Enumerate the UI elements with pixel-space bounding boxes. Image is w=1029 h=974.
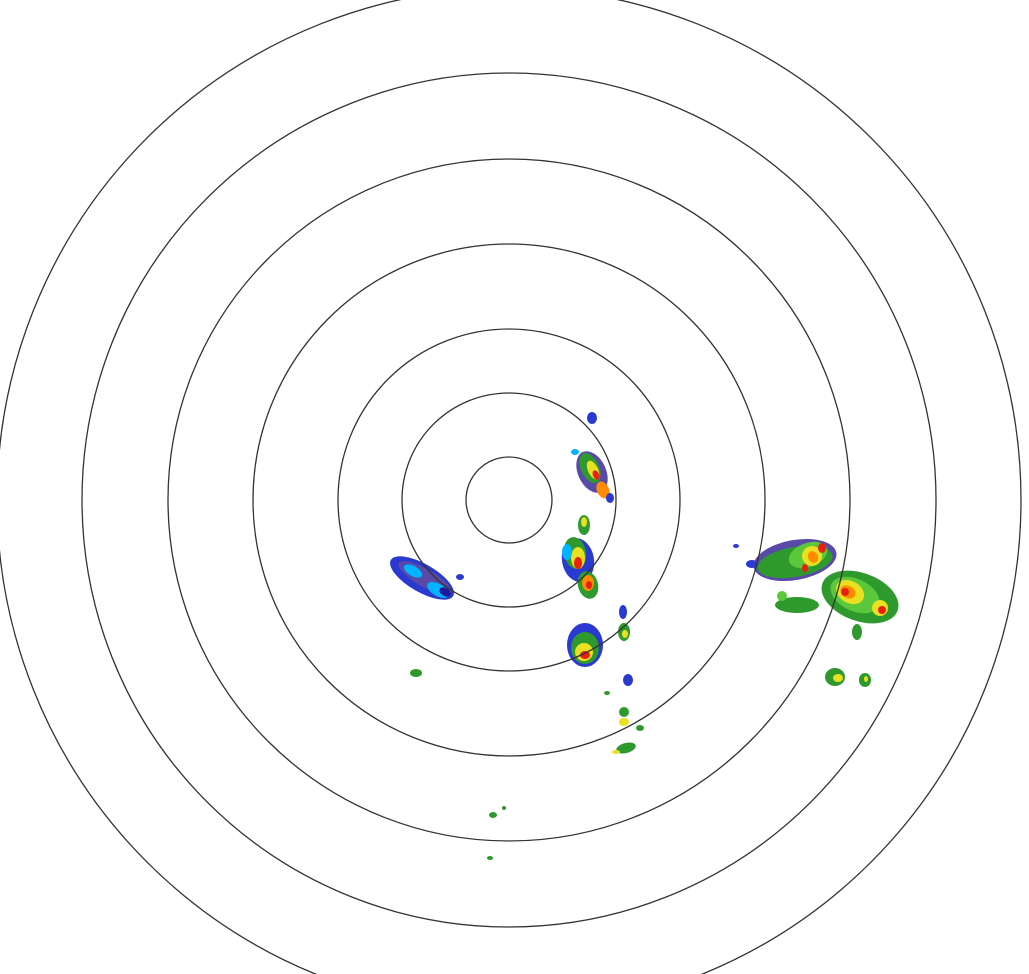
echo-cell-green [636, 725, 644, 731]
echo-cell-green [604, 691, 610, 695]
range-ring-2 [401, 392, 617, 608]
echo-cell-yellow [619, 718, 629, 726]
echo-cell-red [580, 651, 590, 659]
echo-cell-light-blue [403, 564, 423, 578]
echo-cell-green [616, 742, 636, 754]
echo-cell-dark-blue [439, 587, 451, 597]
echo-cell-red [878, 606, 886, 614]
echo-cell-red [802, 564, 808, 572]
echo-cell-blue [456, 574, 464, 580]
echo-cell-light-blue [571, 449, 579, 455]
echo-cell-red [574, 557, 582, 569]
echo-cell-light-blue [562, 544, 572, 560]
echo-cell-yellow [581, 517, 587, 527]
echo-cell-red [818, 543, 826, 553]
echo-cell-blue [623, 674, 633, 686]
echo-cell-blue [619, 605, 627, 619]
echo-cell-green [852, 624, 862, 640]
echo-cell-yellow [833, 674, 843, 682]
range-ring-5 [167, 158, 851, 842]
echo-cell-green [410, 669, 422, 677]
echo-cell-blue [587, 412, 597, 424]
echo-cell-yellow [864, 676, 868, 682]
range-ring-3 [337, 328, 681, 672]
echo-cell-green [502, 806, 506, 810]
range-ring-6 [81, 72, 937, 928]
range-ring-1 [465, 456, 553, 544]
precipitation-echoes [390, 412, 899, 860]
echo-cell-orange [596, 481, 610, 499]
echo-cell-blue [606, 493, 614, 503]
echo-cell-red [841, 588, 849, 596]
echo-cell-green [487, 856, 493, 860]
echo-cell-green [619, 707, 629, 717]
echo-cell-light-green [777, 591, 787, 601]
echo-cell-red [592, 470, 600, 480]
echo-cell-green [489, 812, 497, 818]
echo-cell-orange [807, 551, 819, 563]
range-ring-4 [252, 243, 766, 757]
echo-cell-red [586, 581, 592, 589]
echo-cell-yellow [622, 630, 628, 638]
echo-cell-yellow [612, 750, 620, 754]
echo-cell-blue [746, 560, 758, 568]
echo-cell-green [775, 597, 819, 613]
echo-cell-blue [733, 544, 739, 548]
